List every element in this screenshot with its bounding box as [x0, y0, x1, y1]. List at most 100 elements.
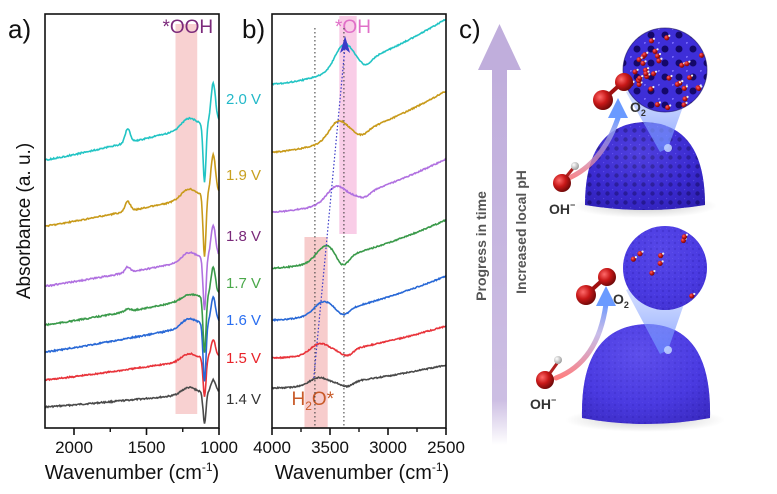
- oxygen-atom-icon: [654, 101, 661, 108]
- top-oh-label: OH−: [549, 200, 575, 217]
- hydrogen-atom-icon: [647, 70, 650, 73]
- voltage-label: 1.4 V: [226, 391, 261, 408]
- panel-a-frame: [44, 13, 220, 429]
- oxygen-atom-icon: [652, 48, 658, 54]
- shift-arrowhead-icon: [340, 36, 351, 53]
- panel-b-frame: [271, 13, 447, 429]
- top-scene: O2 OH−: [549, 27, 717, 218]
- panel-a: a) *OOH 2000 1500 1000 Absorbance (a. u.) …: [8, 13, 261, 484]
- oxygen-atom-icon: [682, 96, 688, 102]
- voltage-label: 1.7 V: [226, 275, 261, 292]
- hydrogen-atom-icon: [654, 70, 658, 73]
- hydrogen-atom-icon: [648, 73, 651, 76]
- x-tick-label-a: 1000: [200, 438, 238, 457]
- oxygen-atom-icon: [643, 70, 649, 77]
- hydrogen-atom-icon: [669, 104, 672, 107]
- spectrum-b-1-8-v: [271, 157, 447, 214]
- x-tick-label-b: 3000: [369, 438, 407, 457]
- voltage-label: 1.5 V: [226, 350, 261, 367]
- hydrogen-atom-icon: [661, 260, 664, 263]
- hydrogen-atom-icon: [653, 269, 656, 273]
- oh-band-label: *OH: [335, 17, 371, 38]
- panel-a-label: a): [8, 14, 31, 44]
- top-o2-label: O2: [630, 99, 646, 118]
- hydrogen-atom-icon: [685, 85, 688, 88]
- oxygen-atom-icon: [696, 85, 702, 92]
- hydrogen-atom-icon: [700, 85, 703, 88]
- oxygen-atom-icon: [640, 60, 646, 66]
- top-o2-molecule-icon: [593, 73, 633, 110]
- spectrum-b-1-5-v: [271, 325, 447, 360]
- oxygen-atom-icon: [637, 75, 643, 81]
- hydrogen-atom-icon: [652, 85, 655, 89]
- hydrogen-atom-icon: [646, 51, 649, 54]
- spectrum-a-1-5-v: [44, 338, 220, 397]
- voltage-label: 1.8 V: [226, 228, 261, 245]
- bottom-o2-molecule-icon: [576, 268, 616, 305]
- x-tick-label-b: 3500: [311, 438, 349, 457]
- ooh-band-label: *OOH: [162, 17, 213, 38]
- bottom-oh-label: OH−: [530, 395, 556, 412]
- spectrum-b-1-7-v: [271, 218, 447, 270]
- oxygen-atom-icon: [689, 293, 695, 299]
- oxygen-atom-icon: [656, 58, 662, 64]
- spectrum-b-2-0-v: [272, 18, 447, 86]
- voltage-label: 1.6 V: [226, 312, 261, 329]
- hydrogen-atom-icon: [641, 250, 644, 253]
- x-tick-label-a: 1500: [128, 438, 166, 457]
- hydrogen-atom-icon: [662, 252, 665, 255]
- hydrogen-atom-icon: [688, 60, 691, 63]
- oxygen-atom-icon: [664, 35, 670, 41]
- oxygen-atom-icon: [649, 270, 655, 276]
- oxygen-atom-icon: [665, 104, 671, 111]
- spectrum-a-1-4-v: [44, 377, 220, 424]
- bottom-zoom-inset: [623, 226, 707, 310]
- oxygen-atom-icon: [630, 256, 637, 262]
- top-oh-molecule-icon: [553, 162, 579, 192]
- oxygen-atom-icon: [679, 62, 685, 68]
- spectrum-b-1-4-v: [271, 364, 447, 390]
- hydrogen-atom-icon: [634, 256, 638, 259]
- y-axis-label: Absorbance (a. u.): [14, 143, 35, 299]
- hydrogen-atom-icon: [640, 56, 643, 59]
- hydrogen-atom-icon: [641, 74, 644, 78]
- progress-arrow: [478, 24, 521, 445]
- hydrogen-atom-icon: [658, 52, 662, 56]
- x-tick-label-b: 2500: [427, 438, 465, 457]
- x-tick-label-a: 2000: [55, 438, 93, 457]
- oxygen-atom-icon: [686, 74, 693, 81]
- spectrum-a-1-9-v: [44, 151, 220, 257]
- bottom-o2-label: O2: [613, 291, 629, 310]
- hydrogen-atom-icon: [656, 48, 659, 51]
- oxygen-atom-icon: [648, 86, 654, 92]
- bottom-flux-arrowhead: [596, 286, 616, 306]
- hydrogen-atom-icon: [685, 101, 688, 104]
- panel-c-label: c): [459, 14, 481, 44]
- panel-b-label: b): [242, 14, 265, 44]
- x-tick-label-b: 4000: [253, 438, 291, 457]
- hydrogen-atom-icon: [670, 74, 673, 78]
- top-zoom-inset: [622, 27, 708, 113]
- spectrum-a-1-8-v: [44, 223, 220, 311]
- oxygen-atom-icon: [650, 71, 657, 77]
- oxygen-atom-icon: [681, 102, 687, 108]
- x-axis-label-b: Wavenumber (cm-1): [275, 460, 449, 484]
- oxygen-atom-icon: [658, 253, 664, 259]
- spectrum-a-1-6-v: [44, 295, 220, 382]
- spectrum-b-1-6-v: [271, 275, 447, 322]
- oxygen-atom-icon: [674, 81, 681, 87]
- bottom-scene: O2 OH−: [530, 226, 725, 432]
- hydrogen-atom-icon: [668, 34, 671, 37]
- oxygen-atom-icon: [636, 57, 642, 63]
- hydrogen-atom-icon: [652, 37, 656, 40]
- oxygen-atom-icon: [684, 61, 690, 67]
- oxygen-atom-icon: [654, 53, 661, 59]
- hydrogen-atom-icon: [647, 67, 650, 70]
- oxygen-atom-icon: [698, 52, 705, 58]
- hydrogen-atom-icon: [690, 74, 694, 77]
- hydrogen-atom-icon: [685, 233, 689, 236]
- hydrogen-atom-icon: [658, 101, 662, 104]
- oxygen-atom-icon: [657, 260, 663, 266]
- oxygen-atom-icon: [636, 81, 642, 88]
